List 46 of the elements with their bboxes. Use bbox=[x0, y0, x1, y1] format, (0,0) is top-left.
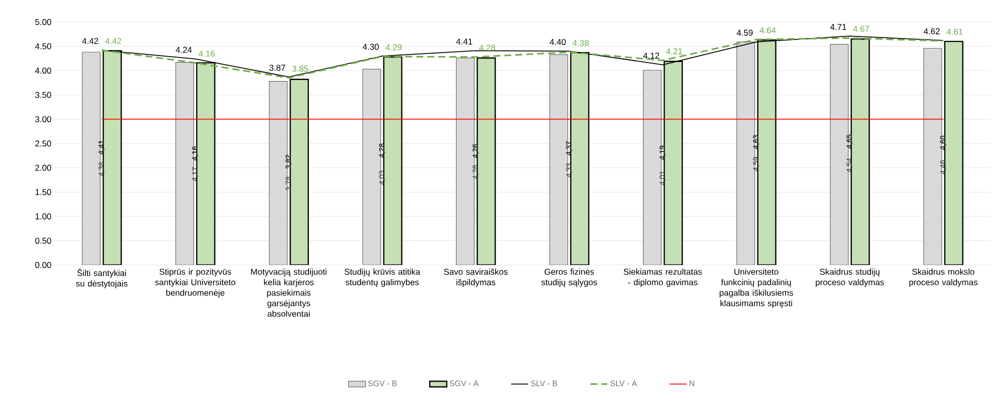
data-label: 4.71 bbox=[830, 24, 846, 30]
data-label: 4.42 bbox=[105, 38, 122, 44]
data-label: 4.21 bbox=[666, 48, 682, 54]
y-tick-label: 4.50 bbox=[35, 43, 52, 50]
data-label: 4.59 bbox=[736, 30, 753, 36]
x-tick-label: Universiteto funkcinių padalinių pagalba iškilusiems klausimams spręsti bbox=[720, 268, 794, 308]
data-label: 4.67 bbox=[853, 26, 870, 32]
x-tick-label: Siekiamas rezultatas - diplomo gavimas bbox=[624, 268, 702, 287]
data-label: 4.16 bbox=[198, 50, 215, 57]
data-label: 4.40 bbox=[550, 38, 566, 45]
y-tick-label: 1.50 bbox=[36, 189, 52, 196]
legend-label: SGV - A bbox=[450, 380, 479, 386]
legend-label: SGV - B bbox=[368, 380, 397, 386]
y-tick-label: 3.00 bbox=[35, 116, 52, 122]
data-label: 3.85 bbox=[292, 66, 308, 72]
y-tick-label: 3.50 bbox=[35, 92, 52, 98]
data-label: 4.64 bbox=[760, 27, 776, 34]
legend-label: N bbox=[690, 380, 694, 386]
y-tick-label: 2.50 bbox=[35, 140, 52, 147]
x-tick-label: Šilti santykiai su dėstytojais bbox=[76, 268, 128, 288]
y-tick-label: 0.50 bbox=[35, 238, 52, 244]
data-label: 4.62 bbox=[924, 28, 940, 34]
x-tick-label: Motyvaciją studijuoti kelia karjeros pasiekimais garsėjantys absolventai bbox=[251, 268, 326, 317]
x-tick-label: Skaidrus studijų proceso valdymas bbox=[816, 268, 884, 287]
data-label: 4.12 bbox=[643, 52, 660, 59]
data-label: 4.41 bbox=[456, 38, 472, 44]
x-tick-label: Geros fizinės studijų sąlygos bbox=[541, 268, 598, 287]
legend-label: SLV - B bbox=[530, 380, 558, 386]
y-tick-label: 5.00 bbox=[35, 18, 52, 26]
x-tick-label: Stiprūs ir pozityvūs santykiai Universiteto bendruomenėje bbox=[155, 268, 236, 298]
data-label: 4.61 bbox=[946, 28, 963, 35]
data-label: 4.30 bbox=[362, 44, 379, 50]
data-label: 4.42 bbox=[82, 38, 98, 44]
x-tick-label: Skaidrus mokslo proceso valdymas bbox=[909, 268, 978, 287]
y-tick-label: 1.00 bbox=[36, 213, 52, 220]
y-tick-label: 2.00 bbox=[35, 164, 52, 171]
data-label: 3.87 bbox=[269, 64, 286, 71]
data-label: 4.29 bbox=[386, 44, 402, 50]
y-tick-label: 0.00 bbox=[35, 262, 52, 268]
data-label: 4.28 bbox=[479, 44, 496, 51]
x-tick-label: Savo saviraiškos išpildymas bbox=[444, 268, 508, 287]
y-tick-label: 4.00 bbox=[35, 68, 52, 74]
x-tick-label: Studijų krūvis atitika studentų galimybes bbox=[344, 268, 420, 287]
data-label: 4.24 bbox=[176, 46, 192, 53]
legend-label: SLV - A bbox=[610, 380, 638, 386]
data-label: 4.38 bbox=[572, 40, 589, 46]
